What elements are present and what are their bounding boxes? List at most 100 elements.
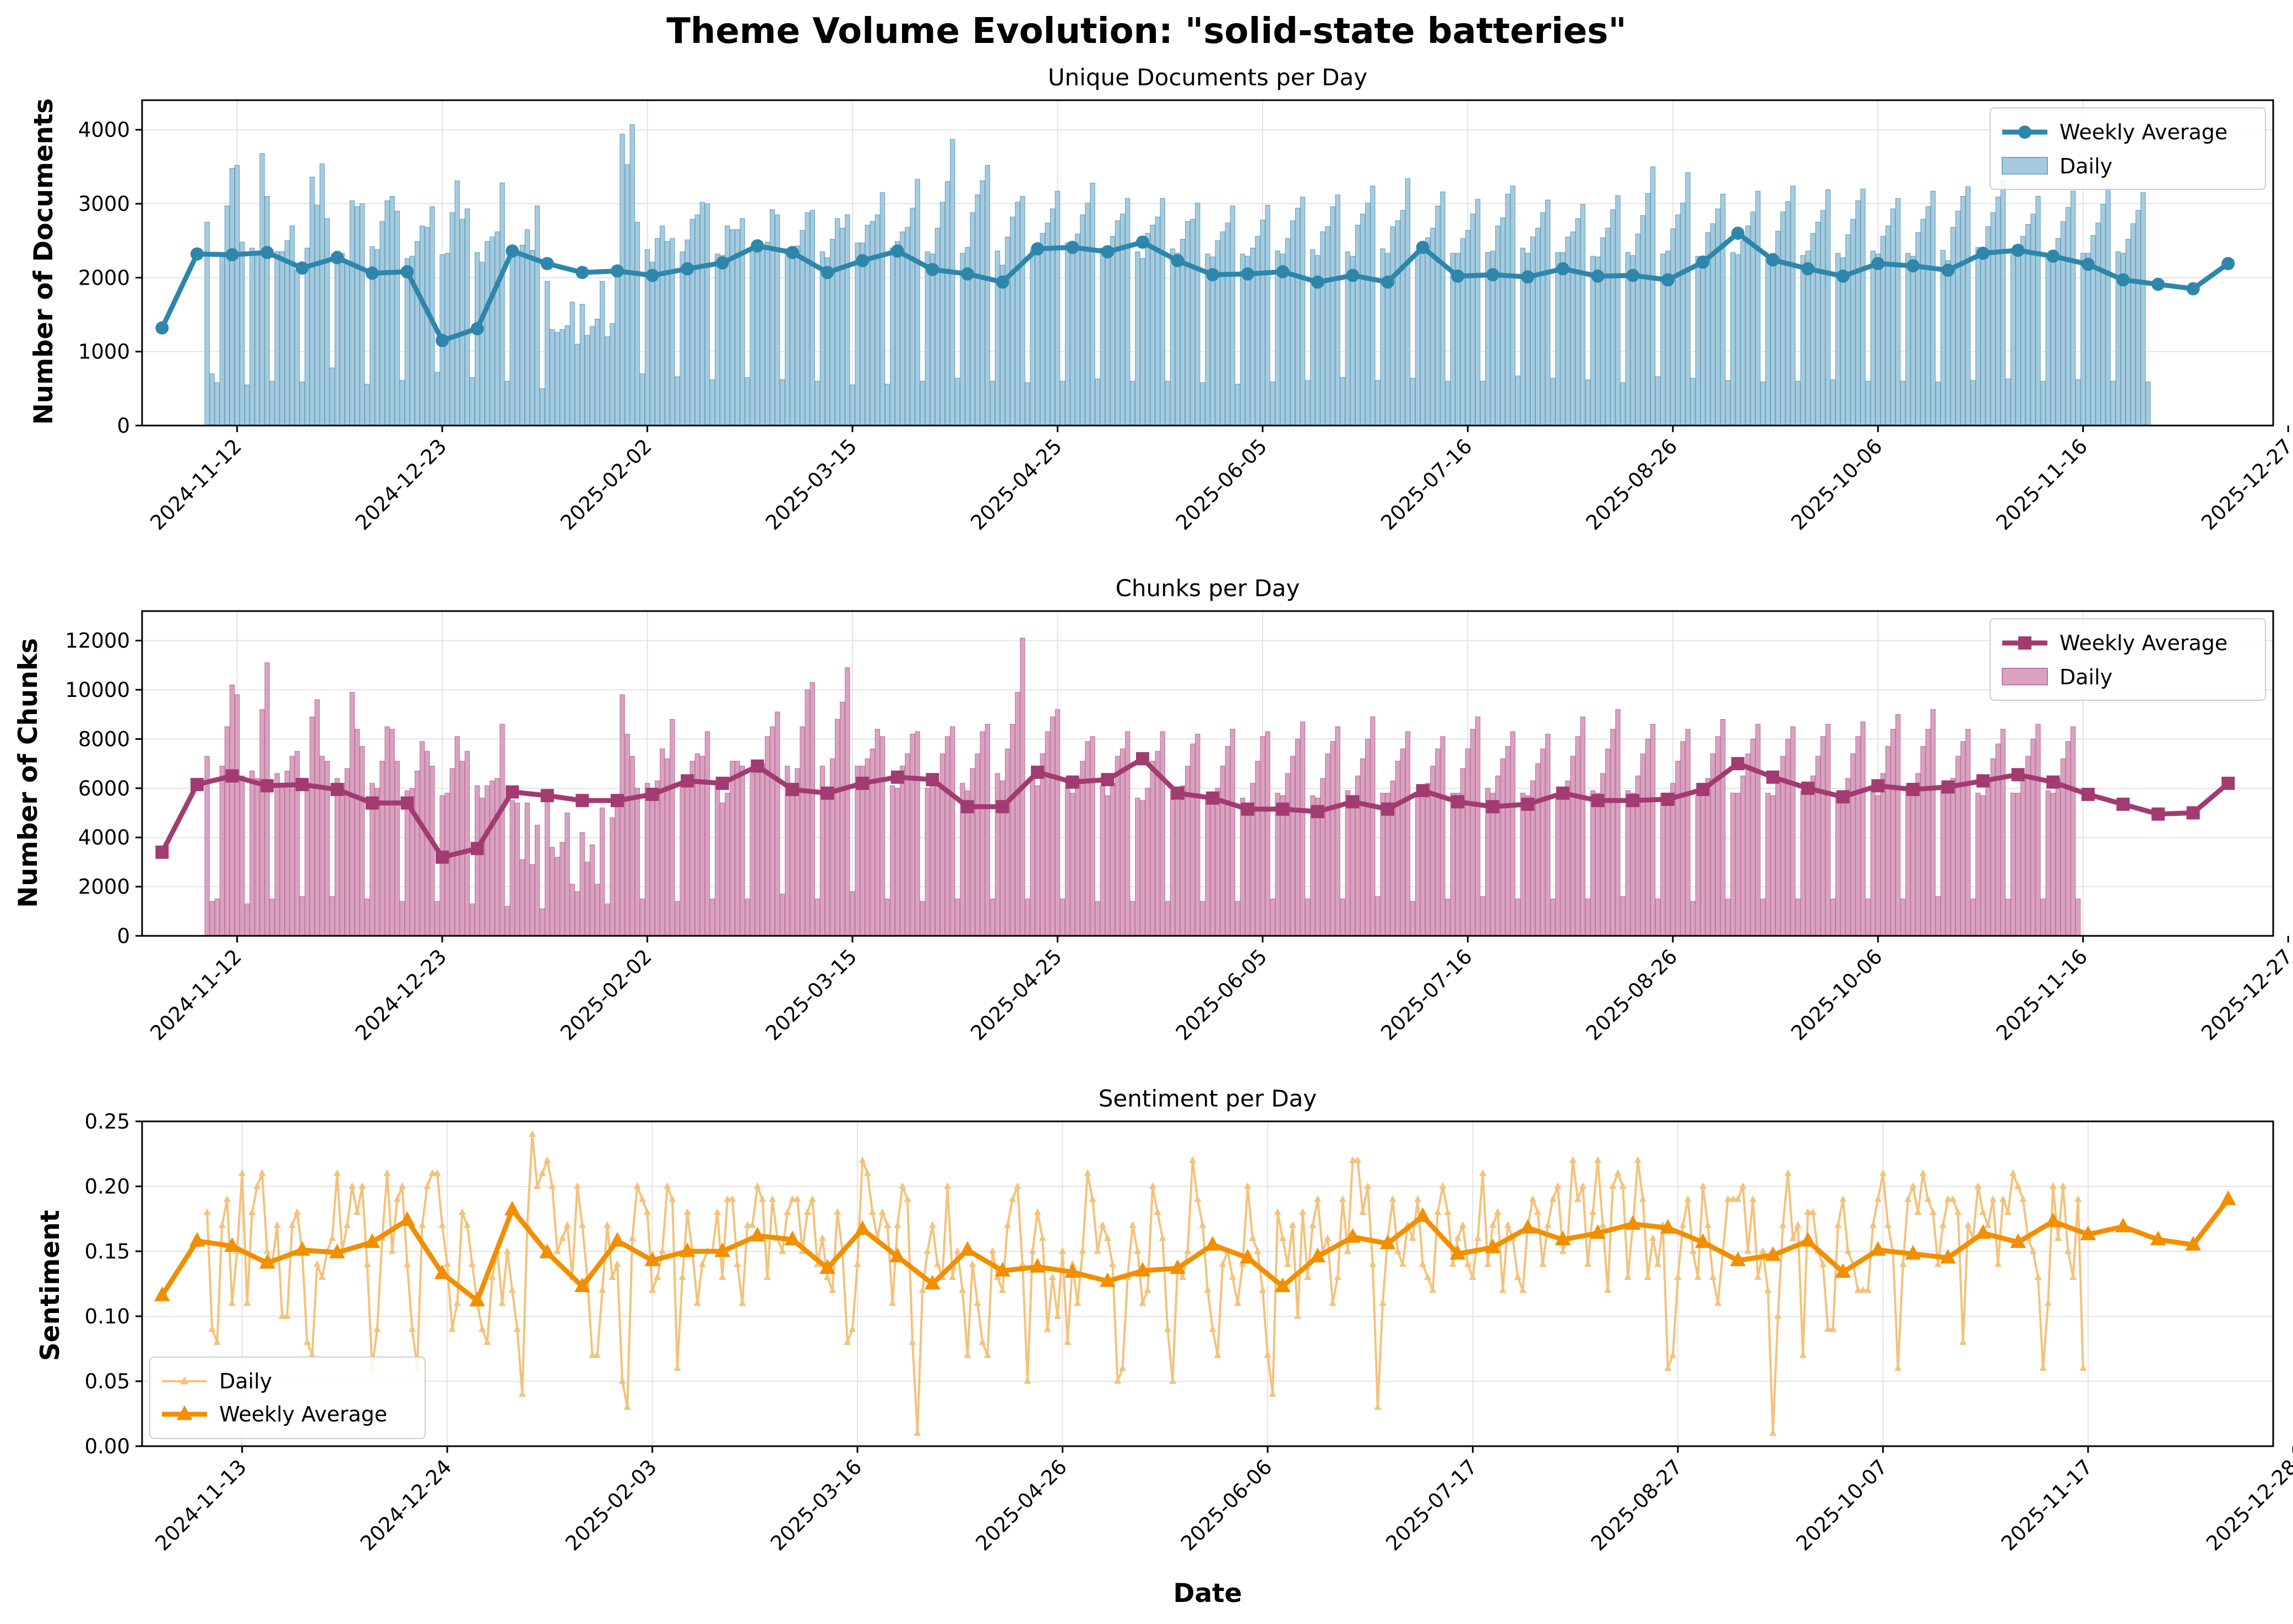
daily-bar [1890,208,1896,426]
daily-point [1639,1195,1647,1202]
daily-bar [1685,172,1691,426]
daily-bar [1440,736,1446,936]
daily-bar [1420,250,1426,426]
daily-point [1164,1325,1171,1332]
daily-point [488,1273,496,1280]
daily-bar [1020,196,1025,426]
daily-bar [1165,380,1171,426]
daily-bar [254,253,260,426]
daily-bar [1255,236,1260,426]
daily-point [1569,1156,1577,1163]
daily-point [633,1182,641,1189]
daily-point [1934,1260,1942,1267]
daily-bar [975,194,980,426]
weekly-average-point [1521,797,1535,811]
weekly-average-point [1626,269,1640,282]
daily-bar [555,857,560,936]
daily-point [1309,1221,1317,1228]
daily-bar [855,242,860,426]
daily-point [1844,1247,1852,1254]
daily-point [1534,1208,1542,1215]
y-tick-label: 4000 [78,118,130,142]
daily-point [1064,1338,1072,1345]
weekly-average-point [295,778,309,792]
weekly-average-point [856,254,870,268]
daily-bar [1035,253,1040,426]
daily-bar [1190,219,1196,426]
daily-point [823,1273,832,1280]
daily-bar [2065,741,2071,936]
daily-bar [1500,758,1506,936]
legend-label: Daily [219,1369,272,1393]
daily-point [1999,1195,2007,1202]
daily-bar [1325,753,1330,936]
daily-bar [1110,783,1116,936]
weekly-average-point [154,1286,170,1301]
weekly-average-point [854,1220,871,1235]
daily-bar [1980,255,1986,426]
daily-bar [1550,898,1556,936]
daily-bar [1280,795,1285,936]
daily-bar [1695,795,1700,936]
daily-bar [1135,251,1140,426]
daily-point [693,1299,701,1306]
daily-point [1769,1429,1777,1436]
daily-bar [835,719,840,936]
daily-point [779,1247,786,1254]
weekly-average-point [1311,805,1324,819]
daily-bar [595,884,600,936]
daily-point [919,1286,926,1293]
weekly-average-point [2116,273,2130,287]
weekly-average-point [400,265,414,279]
weekly-average-point [645,787,659,801]
daily-bar [1945,790,1951,936]
daily-bar [1035,785,1040,936]
daily-bar [780,379,785,426]
weekly-average-point [1941,780,1955,794]
daily-point [589,1351,596,1358]
daily-point [308,1351,316,1358]
daily-point [1189,1156,1197,1163]
daily-bar [1445,898,1450,936]
daily-bar [1880,773,1886,936]
daily-bar [1295,738,1301,936]
daily-bar [1570,756,1575,936]
daily-bar [1340,898,1345,936]
weekly-average-point [1311,275,1324,289]
daily-bar [1855,200,1861,426]
weekly-average-point [1976,247,1990,260]
daily-bar [1280,253,1285,426]
daily-bar [1590,790,1596,936]
weekly-average-point [365,796,379,810]
daily-bar [879,736,885,936]
daily-point [949,1273,957,1280]
daily-point [608,1273,616,1280]
daily-bar [1615,195,1621,426]
daily-point [1389,1195,1397,1202]
daily-bar [1930,709,1936,936]
daily-point [1784,1169,1792,1176]
daily-point [1113,1377,1122,1384]
daily-bar [1685,728,1691,936]
y-tick-label: 8000 [78,727,130,751]
daily-point [263,1247,271,1254]
weekly-average-point [889,1247,906,1262]
daily-point [1804,1208,1812,1215]
daily-bar [1695,255,1700,426]
daily-point [448,1325,456,1332]
daily-bar [1560,795,1566,936]
daily-point [664,1182,671,1189]
daily-point [468,1260,476,1267]
daily-point [1254,1247,1262,1254]
daily-bar [754,770,760,936]
daily-bar [274,251,280,426]
daily-point [253,1182,261,1189]
daily-point [863,1169,871,1176]
daily-bar [889,248,895,426]
daily-bar [1004,236,1010,426]
y-tick-label: 0.00 [85,1435,130,1458]
daily-bar [509,800,515,936]
daily-point [513,1325,521,1332]
legend-bar-swatch [2002,668,2048,685]
daily-point [753,1182,761,1189]
